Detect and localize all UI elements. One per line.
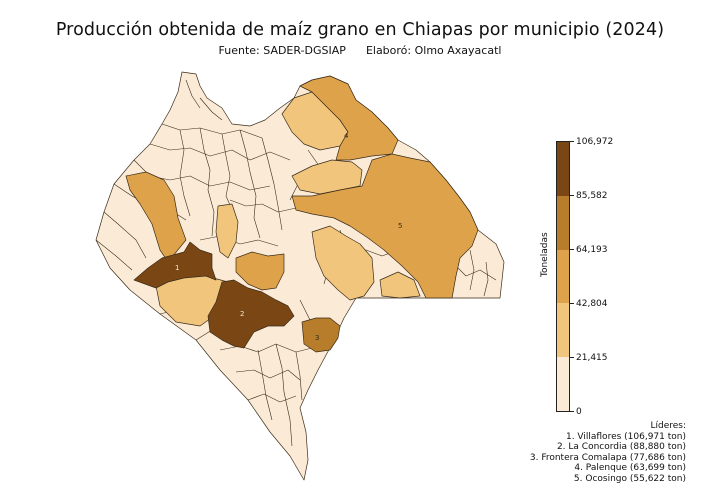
colorbar-label: Toneladas: [540, 232, 550, 277]
leader-item: 3. Frontera Comalapa (77,686 ton): [529, 452, 686, 463]
colorbar-tick-label: 0: [576, 407, 582, 417]
leader-item: 5. Ocosingo (55,622 ton): [573, 473, 686, 484]
municipality-bin2: [215, 203, 239, 259]
author-text: Elaboró: Olmo Axayacatl: [365, 44, 502, 57]
map-label-3: 3: [315, 334, 319, 342]
leaders-list: Líderes: 1. Villaflores (106,971 ton) 2.…: [530, 421, 686, 485]
colorbar-tick-label: 85,582: [576, 191, 608, 201]
colorbar-tick: [570, 303, 574, 304]
colorbar-tick-label: 106,972: [576, 137, 614, 147]
colorbar-tick: [570, 195, 574, 196]
colorbar-tick-label: 21,415: [576, 353, 608, 363]
source-text: Fuente: SADER-DGSIAP: [218, 44, 346, 57]
municipality-frontera-comalapa: [301, 317, 341, 353]
municipality-bin2: [291, 159, 363, 195]
leaders-heading: Líderes:: [650, 421, 686, 431]
municipality-la-concordia: [207, 279, 295, 349]
map-label-1: 1: [175, 264, 179, 272]
municipality-bin2: [311, 225, 375, 301]
colorbar-tick: [570, 249, 574, 250]
colorbar-tick: [570, 141, 574, 142]
colorbar-segment-1: [557, 357, 569, 411]
map-subtitle: Fuente: SADER-DGSIAP Elaboró: Olmo Axayac…: [0, 44, 720, 57]
colorbar-tick: [570, 357, 574, 358]
municipality-villaflores: [133, 241, 217, 289]
map-title: Producción obtenida de maíz grano en Chi…: [55, 20, 665, 40]
map-label-5: 5: [398, 222, 402, 230]
map-label-2: 2: [240, 310, 244, 318]
colorbar-segment-5: [557, 142, 569, 196]
leader-item: 1. Villaflores (106,971 ton): [565, 431, 686, 442]
leader-item: 4. Palenque (63,699 ton): [574, 463, 686, 474]
colorbar-tick: [570, 411, 574, 412]
municipality-bin3: [235, 251, 285, 291]
colorbar-tick-label: 42,804: [576, 299, 608, 309]
map-label-4: 4: [344, 132, 349, 140]
municipality-palenque: [299, 75, 399, 161]
colorbar-segment-2: [557, 303, 569, 358]
colorbar: [556, 141, 570, 412]
leader-item: 2. La Concordia (88,880 ton): [556, 442, 686, 453]
municipality-ocosingo: [291, 153, 479, 299]
colorbar-tick-label: 64,193: [576, 245, 608, 255]
municipality-bin3: [125, 171, 187, 263]
municipality-bin2: [379, 271, 421, 299]
colorbar-segment-3: [557, 249, 569, 304]
colorbar-segment-4: [557, 195, 569, 250]
